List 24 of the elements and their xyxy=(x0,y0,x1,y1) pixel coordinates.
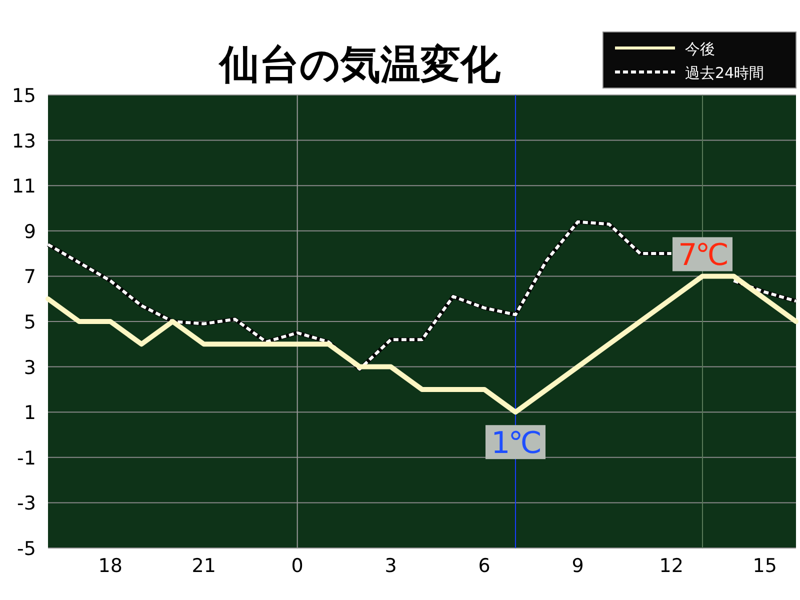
chart-title: 仙台の気温変化 xyxy=(218,42,502,88)
y-tick-label: 1 xyxy=(24,402,36,424)
x-tick-label: 12 xyxy=(659,555,684,577)
y-tick-label: 5 xyxy=(24,312,36,334)
x-tick-label: 21 xyxy=(192,555,216,577)
x-tick-label: 0 xyxy=(291,555,304,577)
x-tick-label: 9 xyxy=(572,555,584,577)
y-tick-label: 13 xyxy=(12,130,36,152)
x-tick-label: 15 xyxy=(752,555,777,577)
y-tick-label: -5 xyxy=(17,538,36,560)
x-tick-label: 6 xyxy=(478,555,490,577)
y-tick-label: 11 xyxy=(12,176,36,198)
annotation: 7℃ xyxy=(678,238,728,274)
x-tick-label: 3 xyxy=(384,555,397,577)
y-tick-label: 9 xyxy=(24,220,36,243)
x-tick-label: 18 xyxy=(98,555,122,577)
y-tick-label: 7 xyxy=(24,266,36,288)
y-tick-label: -3 xyxy=(17,492,36,515)
legend-label: 過去24時間 xyxy=(685,64,764,82)
y-tick-label: -1 xyxy=(17,447,36,470)
y-tick-label: 3 xyxy=(24,356,36,379)
annotation: 1℃ xyxy=(491,426,540,462)
y-tick-label: 15 xyxy=(12,85,36,107)
legend-label: 今後 xyxy=(685,40,715,58)
